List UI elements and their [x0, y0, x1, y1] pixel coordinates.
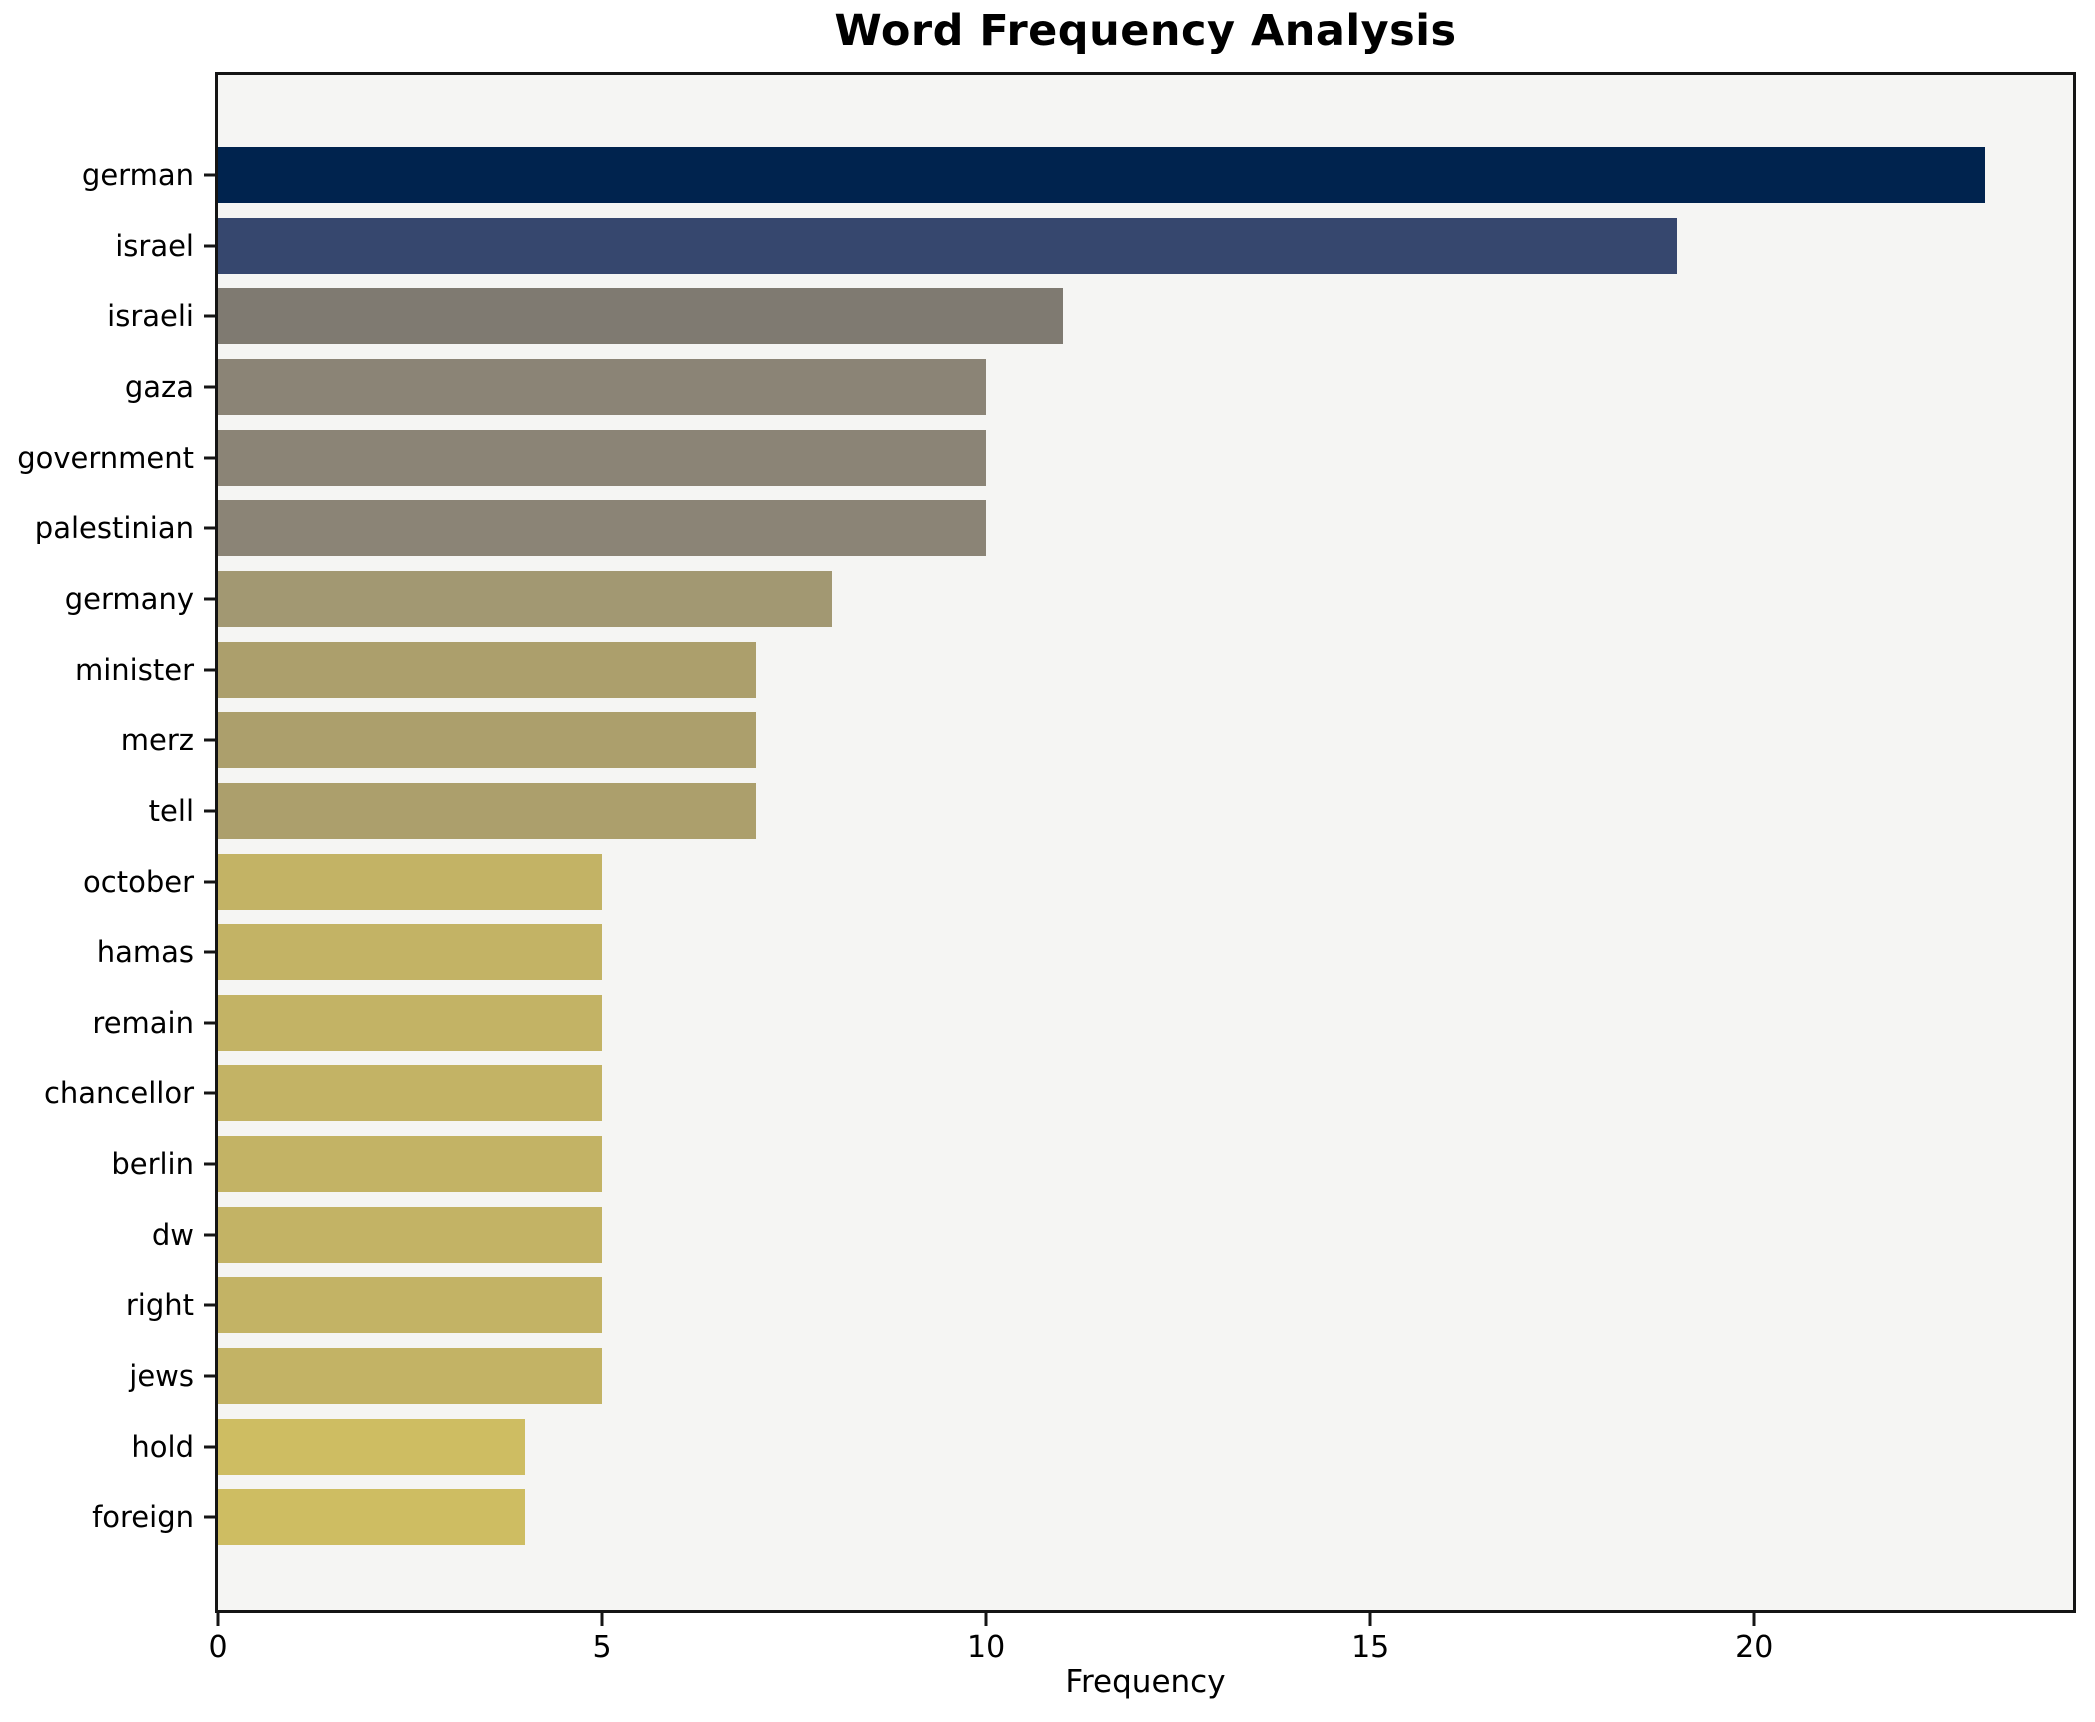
bar-row-hold: hold — [131, 1418, 2073, 1475]
bar-row-dw: dw — [152, 1206, 2073, 1263]
y-axis-label-right: right — [125, 1288, 194, 1323]
bar-hold — [218, 1418, 526, 1475]
y-tick-mark — [204, 526, 215, 530]
plot-area: german israel israeli gaza government palesti… — [17, 72, 2076, 1665]
x-tick-mark — [984, 1613, 988, 1626]
bar-row-merz: merz — [121, 712, 2073, 769]
y-tick-mark — [204, 314, 215, 318]
bar-foreign — [218, 1489, 526, 1546]
y-axis-label-hold: hold — [131, 1429, 194, 1464]
y-axis-label-october: october — [83, 864, 194, 899]
y-tick-mark — [204, 1233, 215, 1237]
bar-remain — [218, 994, 603, 1051]
y-tick-mark — [204, 1303, 215, 1307]
y-axis-label-dw: dw — [151, 1217, 194, 1252]
x-tick-label: 15 — [1351, 1630, 1390, 1665]
bar-row-foreign: foreign — [92, 1489, 2073, 1546]
bar-merz — [218, 712, 756, 769]
bar-israeli — [218, 288, 1063, 345]
bar-dw — [218, 1206, 603, 1263]
bar-berlin — [218, 1136, 603, 1193]
bar-row-hamas: hamas — [97, 924, 2073, 981]
y-axis-label-government: government — [17, 440, 194, 475]
bar-row-gaza: gaza — [125, 358, 2073, 415]
x-tick-mark — [1368, 1613, 1372, 1626]
y-tick-mark — [204, 1021, 215, 1025]
y-axis-label-israeli: israeli — [107, 299, 194, 334]
y-tick-mark — [204, 880, 215, 883]
y-tick-mark — [204, 809, 215, 813]
bar-row-chancellor: chancellor — [44, 1065, 2073, 1122]
bar-row-tell: tell — [149, 782, 2073, 839]
bar-government — [218, 429, 987, 486]
bar-german — [218, 147, 1985, 203]
y-axis-label-remain: remain — [92, 1005, 194, 1040]
bar-row-october: october — [83, 853, 2073, 910]
y-tick-mark — [204, 597, 215, 601]
bar-row-jews: jews — [129, 1348, 2073, 1405]
bar-row-israel: israel — [115, 217, 2073, 274]
bar-row-berlin: berlin — [111, 1136, 2073, 1193]
y-axis-label-jews: jews — [129, 1359, 194, 1394]
y-tick-mark — [204, 1162, 215, 1166]
y-tick-mark — [204, 244, 215, 248]
y-axis-label-germany: germany — [64, 581, 194, 616]
x-tick-label: 20 — [1735, 1630, 1774, 1665]
bar-row-government: government — [17, 429, 2073, 486]
bar-hamas — [218, 924, 603, 981]
x-tick-mark — [1752, 1613, 1756, 1626]
x-tick-mark — [216, 1613, 220, 1626]
bar-row-minister: minister — [75, 641, 2073, 698]
y-tick-mark — [204, 1374, 215, 1378]
bar-row-german: german — [82, 147, 2073, 203]
bar-israel — [218, 217, 1678, 274]
bar-row-israeli: israeli — [107, 288, 2073, 345]
bar-germany — [218, 570, 833, 627]
x-tick-label: 10 — [967, 1630, 1006, 1665]
bar-october — [218, 853, 603, 910]
y-axis-label-berlin: berlin — [111, 1147, 194, 1182]
y-axis-label-foreign: foreign — [92, 1500, 194, 1535]
bar-row-remain: remain — [92, 994, 2073, 1051]
y-axis-label-gaza: gaza — [124, 369, 194, 404]
x-tick-label: 0 — [208, 1630, 228, 1665]
y-axis-label-tell: tell — [148, 793, 194, 828]
y-tick-mark — [204, 738, 215, 742]
y-tick-mark — [204, 173, 215, 177]
y-tick-mark — [204, 1091, 215, 1095]
y-tick-mark — [204, 385, 215, 389]
bar-jews — [218, 1348, 603, 1405]
y-tick-mark — [204, 1515, 215, 1519]
chart-title: Word Frequency Analysis — [834, 6, 1457, 56]
bar-minister — [218, 641, 756, 698]
bar-palestinian — [218, 500, 987, 557]
y-axis-label-minister: minister — [75, 652, 194, 687]
y-axis-label-merz: merz — [120, 723, 194, 758]
bar-chancellor — [218, 1065, 603, 1122]
bar-row-palestinian: palestinian — [35, 500, 2073, 557]
y-axis-label-chancellor: chancellor — [43, 1076, 194, 1111]
y-axis-label-hamas: hamas — [96, 935, 194, 970]
x-axis-title: Frequency — [1065, 1664, 1226, 1700]
bar-tell — [218, 782, 756, 839]
y-axis-label-israel: israel — [115, 228, 194, 263]
y-tick-mark — [204, 1445, 215, 1449]
bar-right — [218, 1277, 603, 1334]
x-tick-label: 5 — [592, 1630, 612, 1665]
y-axis-label-german: german — [81, 158, 194, 192]
y-axis-label-palestinian: palestinian — [34, 511, 194, 546]
y-tick-mark — [204, 668, 215, 672]
bar-gaza — [218, 358, 987, 415]
y-tick-mark — [204, 456, 215, 460]
bar-row-right: right — [126, 1277, 2073, 1334]
y-tick-mark — [204, 950, 215, 954]
x-tick-mark — [600, 1613, 604, 1626]
bar-row-germany: germany — [65, 570, 2073, 627]
